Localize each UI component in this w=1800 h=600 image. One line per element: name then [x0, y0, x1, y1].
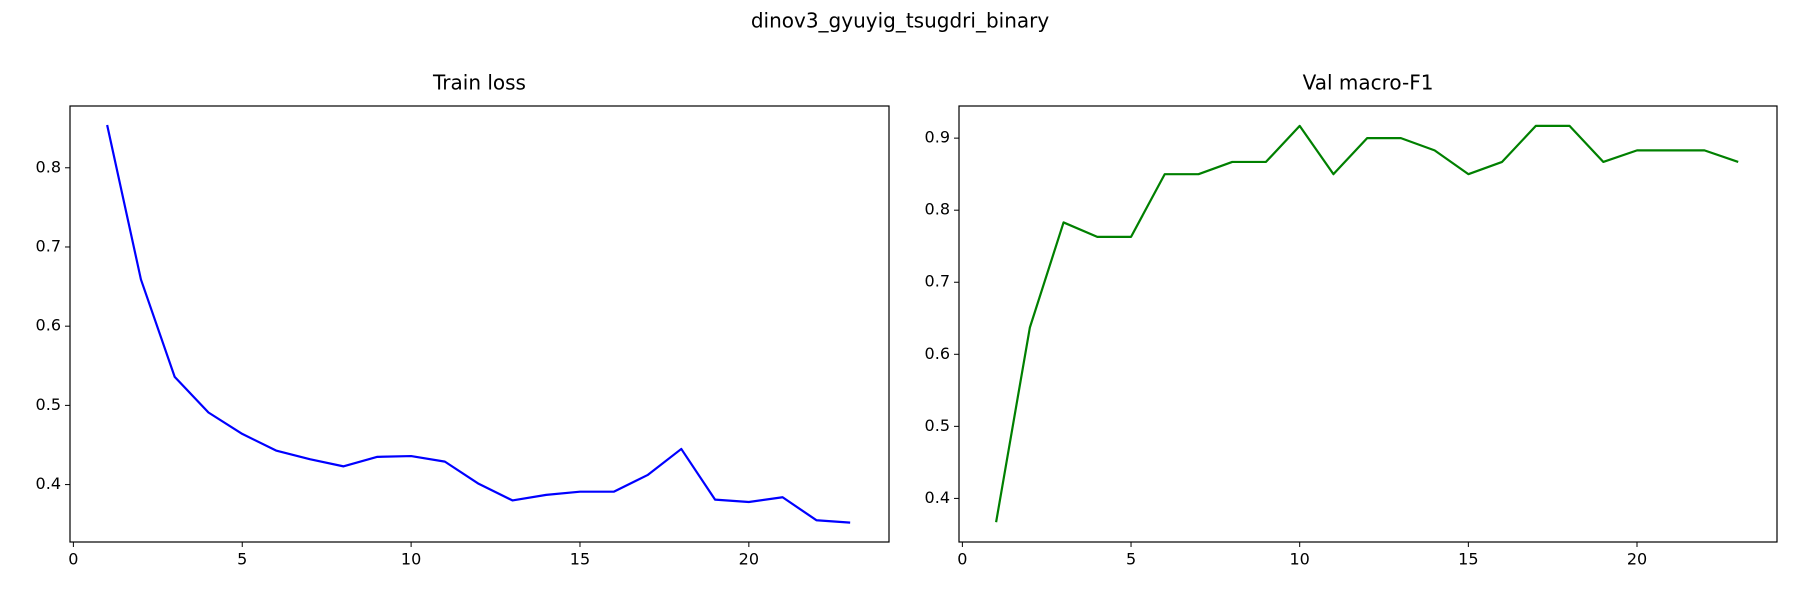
y-tick-label: 0.5 — [36, 395, 61, 414]
x-tick-label: 20 — [739, 550, 759, 569]
y-tick-label: 0.9 — [925, 128, 950, 147]
y-tick-label: 0.5 — [925, 416, 950, 435]
x-tick-label: 0 — [68, 550, 78, 569]
x-tick-label: 5 — [1126, 550, 1136, 569]
plot-frame — [69, 105, 890, 543]
subplot-title: Train loss — [432, 71, 526, 95]
line — [106, 124, 851, 524]
y-tick-label: 0.6 — [36, 316, 61, 335]
y-tick-label: 0.6 — [925, 344, 950, 363]
figure-title: dinov3_gyuyig_tsugdri_binary — [751, 9, 1050, 33]
x-tick-label: 15 — [570, 550, 590, 569]
x-tick-label: 10 — [401, 550, 421, 569]
y-tick-label: 0.4 — [925, 488, 950, 507]
line — [995, 124, 1739, 523]
y-tick-label: 0.7 — [36, 236, 61, 255]
y-tick-label: 0.4 — [36, 474, 61, 493]
x-tick-label: 0 — [957, 550, 967, 569]
y-tick-label: 0.8 — [36, 157, 61, 176]
subplot-title: Val macro-F1 — [1303, 71, 1434, 95]
x-tick-label: 10 — [1290, 550, 1310, 569]
x-tick-label: 5 — [237, 550, 247, 569]
x-tick-label: 15 — [1458, 550, 1478, 569]
y-tick-label: 0.8 — [925, 200, 950, 219]
plot-frame — [958, 105, 1778, 543]
x-tick-label: 20 — [1627, 550, 1647, 569]
y-tick-label: 0.7 — [925, 272, 950, 291]
